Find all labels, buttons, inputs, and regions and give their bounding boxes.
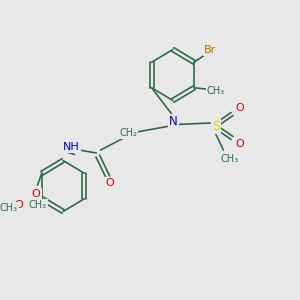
Text: O: O — [32, 189, 40, 199]
Text: O: O — [105, 178, 114, 188]
Text: O: O — [14, 200, 23, 210]
Text: O: O — [235, 103, 244, 113]
Text: CH₂: CH₂ — [119, 128, 137, 139]
Text: CH₃: CH₃ — [28, 200, 46, 210]
Text: NH: NH — [63, 142, 80, 152]
Text: N: N — [169, 115, 178, 128]
Text: S: S — [212, 119, 220, 133]
Text: Br: Br — [204, 45, 216, 55]
Text: CH₃: CH₃ — [207, 86, 225, 96]
Text: CH₃: CH₃ — [0, 203, 18, 213]
Text: O: O — [235, 139, 244, 149]
Text: CH₃: CH₃ — [220, 154, 238, 164]
